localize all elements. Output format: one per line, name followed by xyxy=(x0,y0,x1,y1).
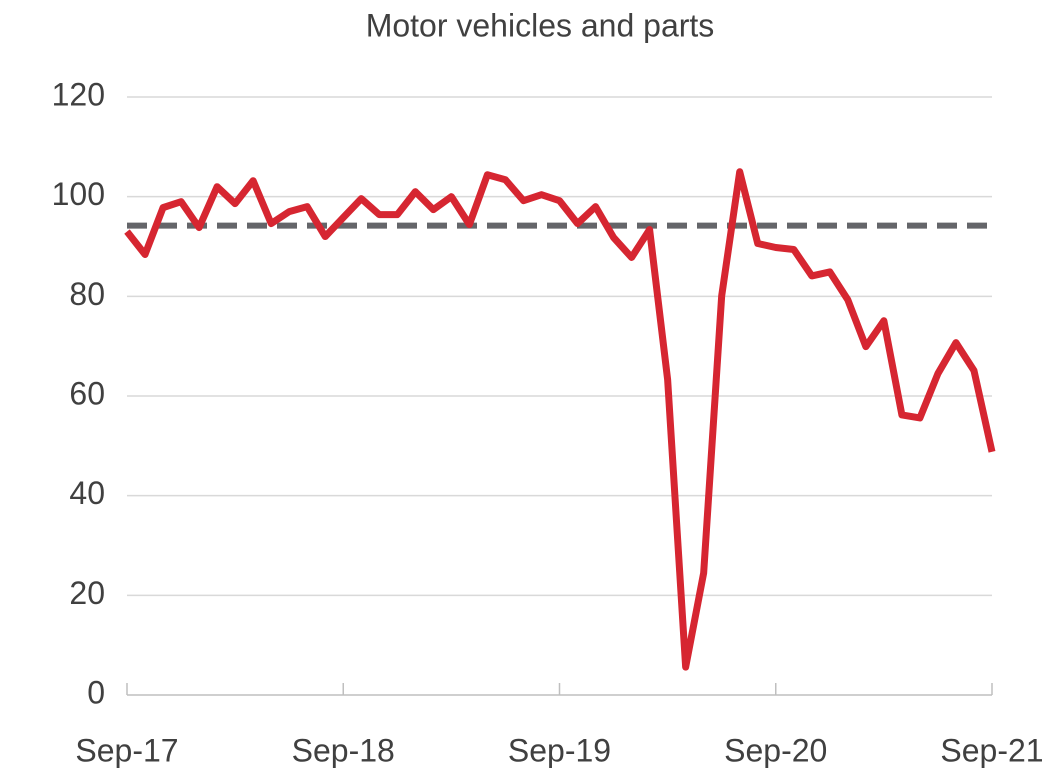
x-tick-label: Sep-20 xyxy=(724,732,827,768)
x-tick-label: Sep-18 xyxy=(292,732,395,768)
y-tick-label: 0 xyxy=(87,674,105,710)
data-line xyxy=(124,168,996,671)
y-tick-label: 80 xyxy=(69,276,105,312)
y-tick-label: 20 xyxy=(69,575,105,611)
chart-title: Motor vehicles and parts xyxy=(366,7,715,43)
y-tick-label: 120 xyxy=(52,76,105,112)
y-tick-label: 40 xyxy=(69,475,105,511)
x-tick-label: Sep-19 xyxy=(508,732,611,768)
x-tick-label: Sep-17 xyxy=(75,732,178,768)
y-tick-label: 100 xyxy=(52,176,105,212)
y-tick-label: 60 xyxy=(69,375,105,411)
x-tick-label: Sep-21 xyxy=(940,732,1043,768)
